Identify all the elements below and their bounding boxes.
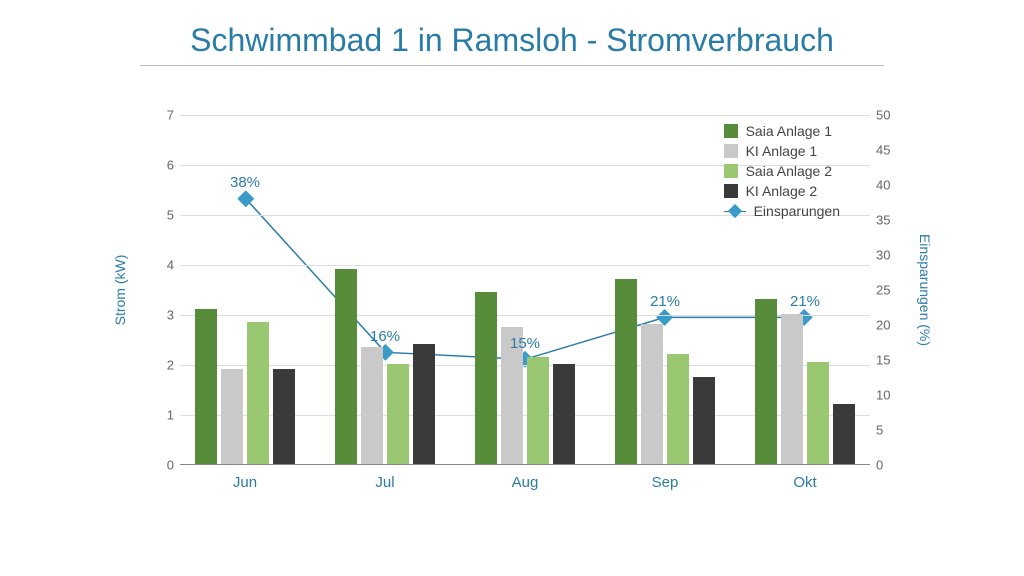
legend-item: Saia Anlage 2 bbox=[724, 161, 840, 181]
legend-swatch bbox=[724, 164, 738, 178]
chart-container: 0123456705101520253035404550JunJulAugSep… bbox=[140, 105, 910, 525]
line-point-label: 16% bbox=[370, 328, 400, 345]
bar bbox=[387, 364, 409, 464]
bar bbox=[781, 314, 803, 464]
line-point-label: 38% bbox=[230, 174, 260, 191]
line-point-label: 21% bbox=[650, 293, 680, 310]
bar bbox=[667, 354, 689, 464]
bar-group: Sep bbox=[615, 115, 715, 464]
y-tick-right: 50 bbox=[876, 109, 900, 122]
line-point-label: 15% bbox=[510, 335, 540, 352]
y-tick-left: 0 bbox=[154, 459, 174, 472]
legend-item: KI Anlage 2 bbox=[724, 181, 840, 201]
x-axis-label: Sep bbox=[615, 474, 715, 491]
bar bbox=[693, 377, 715, 465]
legend-swatch bbox=[724, 124, 738, 138]
legend-label: KI Anlage 2 bbox=[746, 183, 818, 199]
y-tick-left: 5 bbox=[154, 209, 174, 222]
y-tick-right: 40 bbox=[876, 179, 900, 192]
y-tick-left: 7 bbox=[154, 109, 174, 122]
y-axis-left-label: Strom (kW) bbox=[112, 255, 128, 326]
legend-swatch bbox=[724, 184, 738, 198]
y-tick-right: 10 bbox=[876, 389, 900, 402]
bar bbox=[641, 324, 663, 464]
x-axis-label: Okt bbox=[755, 474, 855, 491]
y-tick-left: 1 bbox=[154, 409, 174, 422]
bar bbox=[361, 347, 383, 465]
y-tick-right: 30 bbox=[876, 249, 900, 262]
bar bbox=[247, 322, 269, 465]
x-axis-label: Aug bbox=[475, 474, 575, 491]
legend-swatch bbox=[724, 144, 738, 158]
chart-title: Schwimmbad 1 in Ramsloh - Stromverbrauch bbox=[140, 0, 884, 66]
bar bbox=[273, 369, 295, 464]
y-tick-right: 5 bbox=[876, 424, 900, 437]
y-tick-left: 2 bbox=[154, 359, 174, 372]
legend: Saia Anlage 1 KI Anlage 1 Saia Anlage 2 KI … bbox=[724, 121, 840, 221]
legend-item: Saia Anlage 1 bbox=[724, 121, 840, 141]
y-tick-left: 4 bbox=[154, 259, 174, 272]
y-tick-left: 6 bbox=[154, 159, 174, 172]
legend-label: KI Anlage 1 bbox=[746, 143, 818, 159]
bar bbox=[221, 369, 243, 464]
bar-group: Jun bbox=[195, 115, 295, 464]
legend-item: KI Anlage 1 bbox=[724, 141, 840, 161]
line-point-label: 21% bbox=[790, 293, 820, 310]
bar bbox=[755, 299, 777, 464]
legend-item: Einsparungen bbox=[724, 201, 840, 221]
y-tick-right: 25 bbox=[876, 284, 900, 297]
bar bbox=[475, 292, 497, 465]
bar bbox=[615, 279, 637, 464]
bar bbox=[527, 357, 549, 465]
bar-group: Aug bbox=[475, 115, 575, 464]
y-tick-right: 20 bbox=[876, 319, 900, 332]
legend-line-icon bbox=[724, 204, 746, 218]
y-tick-right: 35 bbox=[876, 214, 900, 227]
x-axis-label: Jun bbox=[195, 474, 295, 491]
bar bbox=[807, 362, 829, 465]
bar bbox=[833, 404, 855, 464]
bar bbox=[413, 344, 435, 464]
y-tick-right: 15 bbox=[876, 354, 900, 367]
legend-label: Saia Anlage 1 bbox=[746, 123, 832, 139]
y-tick-right: 0 bbox=[876, 459, 900, 472]
bar bbox=[195, 309, 217, 464]
legend-label: Saia Anlage 2 bbox=[746, 163, 832, 179]
bar bbox=[335, 269, 357, 464]
bar-group: Jul bbox=[335, 115, 435, 464]
bar bbox=[553, 364, 575, 464]
y-axis-right-label: Einsparungen (%) bbox=[917, 234, 933, 346]
y-tick-right: 45 bbox=[876, 144, 900, 157]
x-axis-label: Jul bbox=[335, 474, 435, 491]
legend-label: Einsparungen bbox=[754, 203, 840, 219]
y-tick-left: 3 bbox=[154, 309, 174, 322]
